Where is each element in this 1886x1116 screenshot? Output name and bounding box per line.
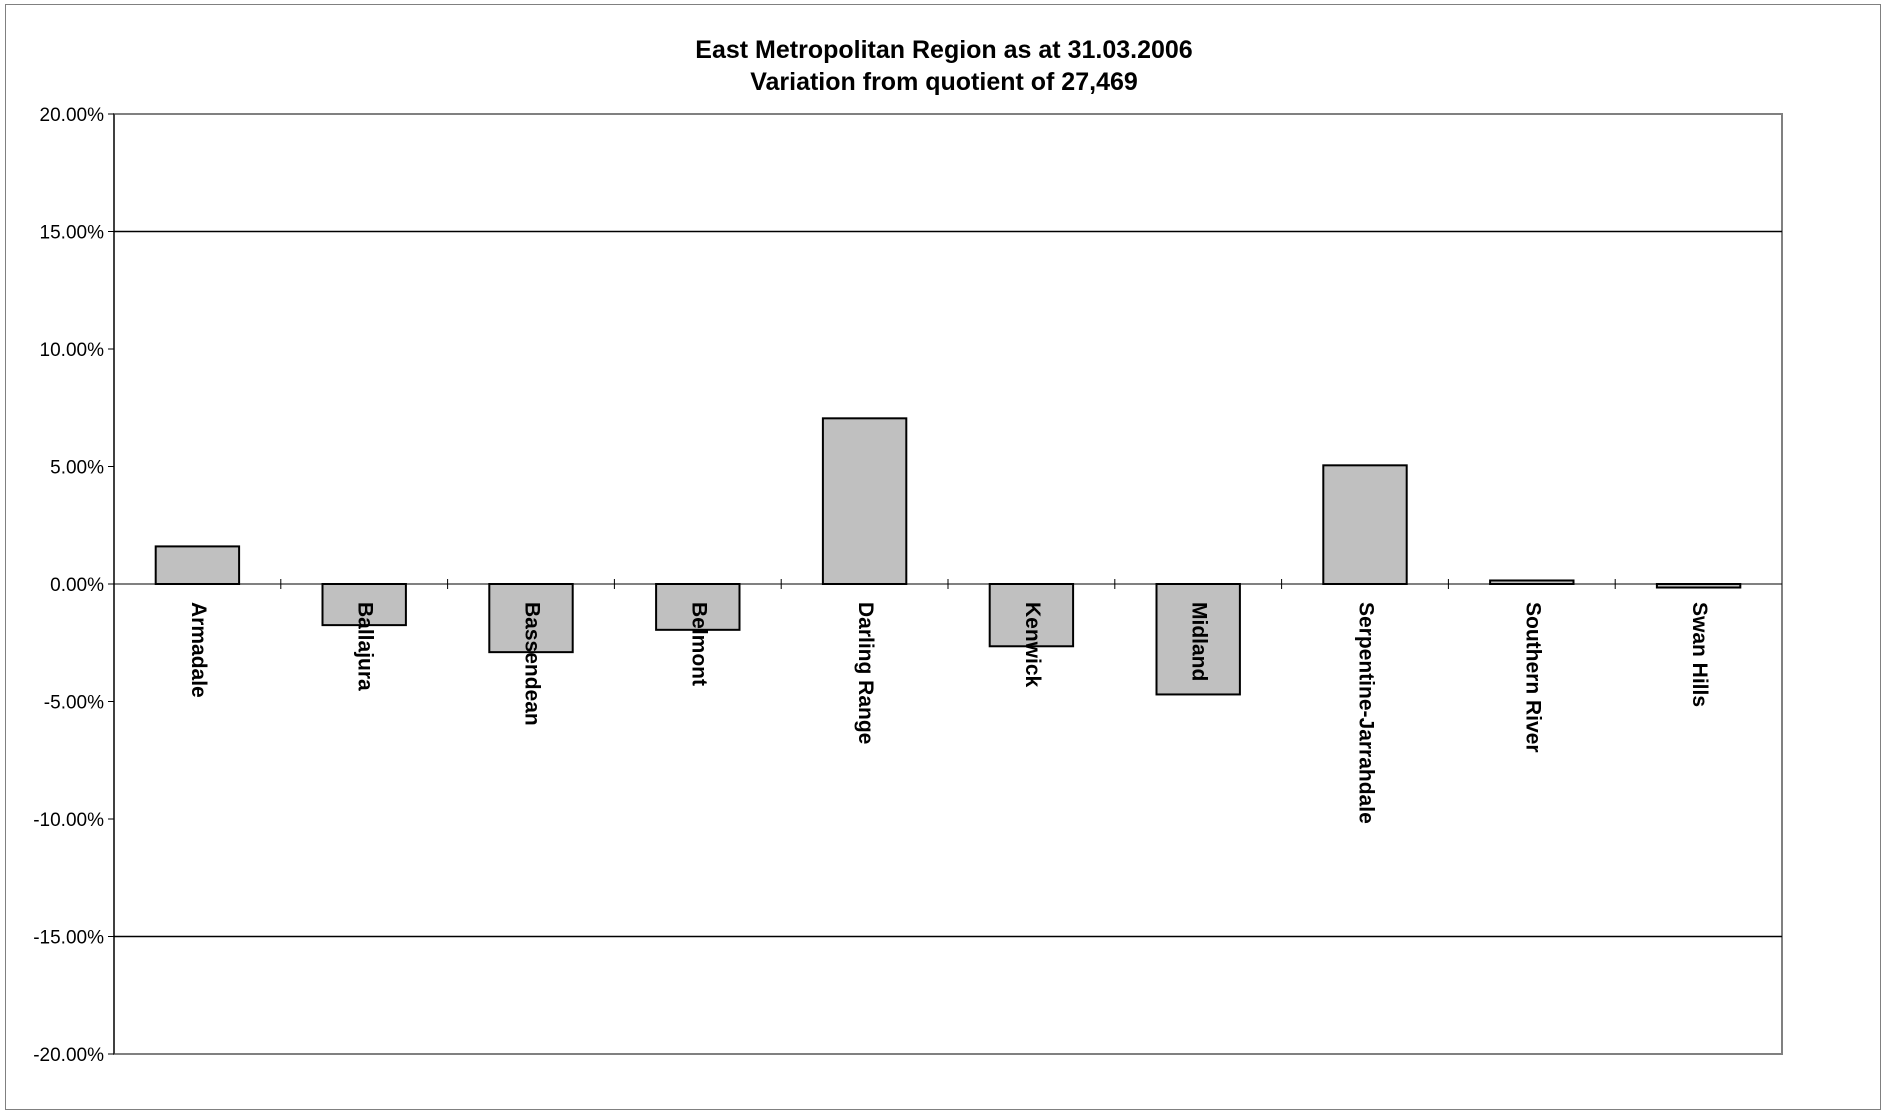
y-tick-label: -20.00% <box>33 1045 104 1066</box>
category-label: Armadale <box>187 602 210 698</box>
category-label: Southern River <box>1521 602 1544 753</box>
bar <box>488 583 574 654</box>
y-tick-label: -10.00% <box>33 810 104 831</box>
chart-subtitle: Variation from quotient of 27,469 <box>750 68 1138 96</box>
chart-frame: East Metropolitan Region as at 31.03.200… <box>5 4 1881 1110</box>
y-tick-label: 0.00% <box>50 575 104 596</box>
y-tick-label: -5.00% <box>44 693 104 714</box>
category-label: Darling Range <box>854 602 877 744</box>
bar <box>1322 464 1408 586</box>
bar <box>154 545 241 586</box>
y-tick-label: -15.00% <box>33 928 104 949</box>
bar <box>1489 579 1575 585</box>
bar <box>1655 583 1742 589</box>
category-label: Belmont <box>687 602 710 686</box>
category-label: Midland <box>1188 602 1211 681</box>
category-label: Serpentine-Jarrahdale <box>1354 602 1377 824</box>
category-label: Ballajura <box>354 602 377 691</box>
y-tick-label: 10.00% <box>40 340 105 361</box>
bar <box>1155 583 1241 696</box>
category-label: Swan Hills <box>1688 602 1711 707</box>
y-tick-label: 15.00% <box>40 223 105 244</box>
y-tick-label: 20.00% <box>40 105 105 126</box>
chart-title: East Metropolitan Region as at 31.03.200… <box>695 36 1192 64</box>
bar <box>821 417 908 586</box>
bar <box>655 583 741 631</box>
category-label: Kenwick <box>1021 602 1044 688</box>
y-tick-label: 5.00% <box>50 458 104 479</box>
category-label: Bassendean <box>520 602 543 726</box>
bar-chart: East Metropolitan Region as at 31.03.200… <box>33 36 1783 1066</box>
